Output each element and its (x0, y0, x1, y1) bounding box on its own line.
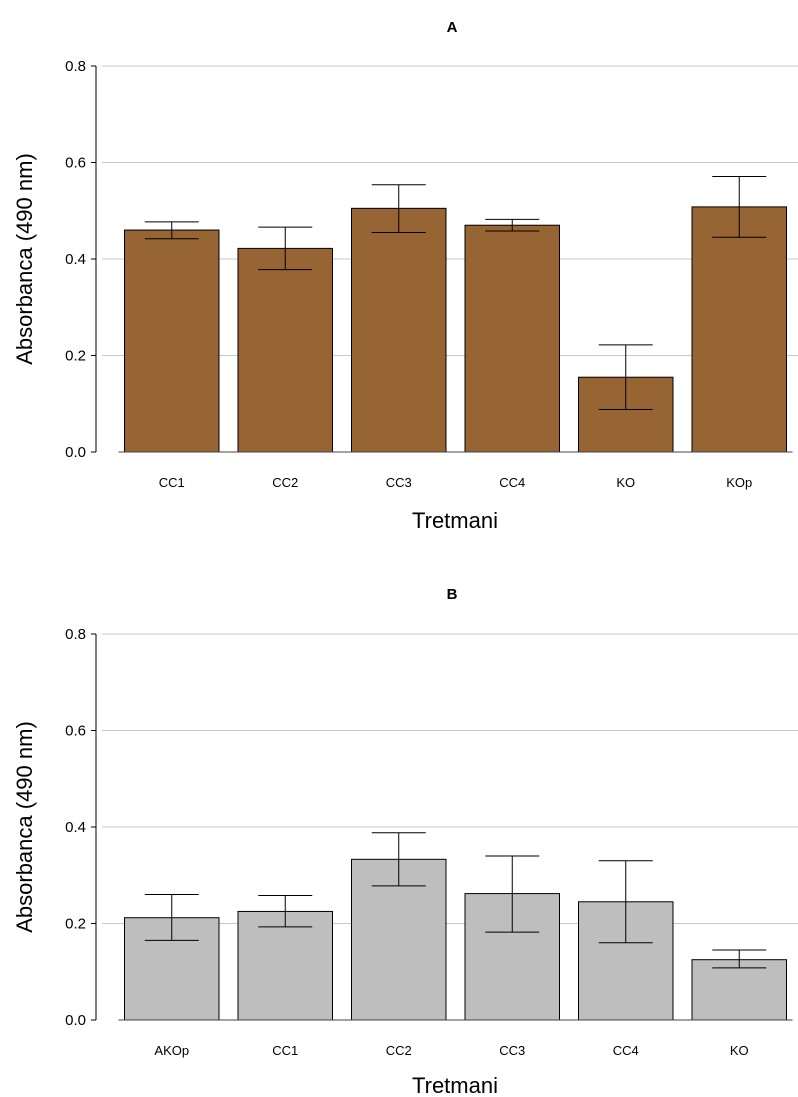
x-tick-label: CC3 (499, 1043, 525, 1058)
x-tick-label: CC1 (159, 475, 185, 490)
bar (691, 206, 787, 453)
y-tick-label: 0.6 (65, 723, 86, 740)
y-tick-label: 0.0 (65, 444, 86, 461)
x-tick-label: CC4 (613, 1043, 639, 1058)
y-tick-label: 0.4 (65, 251, 86, 268)
bar (124, 229, 220, 453)
y-tick-label: 0.8 (65, 626, 86, 643)
y-tick-label: 0.2 (65, 916, 86, 933)
x-tick-label: CC2 (272, 475, 298, 490)
x-tick-label: AKOp (154, 1043, 189, 1058)
y-tick-label: 0.4 (65, 819, 86, 836)
panel-title: A (447, 19, 458, 36)
y-tick-label: 0.2 (65, 348, 86, 365)
x-tick-label: CC2 (386, 1043, 412, 1058)
panel-a: 0.0 0.2 0.4 0.6 0.8 CC1 CC2 CC3 CC4 KO KOp A Tretman… (12, 19, 798, 533)
x-axis-title: Tretmani (412, 1073, 498, 1097)
y-tick-label: 0.0 (65, 1012, 86, 1029)
bar (237, 910, 333, 1021)
panel-title: B (447, 586, 458, 603)
y-axis-title: Absorbanca (490 nm) (12, 153, 37, 365)
x-tick-label: CC1 (272, 1043, 298, 1058)
y-axis-title: Absorbanca (490 nm) (12, 721, 37, 933)
bar (237, 247, 333, 453)
x-axis-title: Tretmani (412, 508, 498, 533)
bar (464, 224, 560, 453)
y-tick-label: 0.8 (65, 58, 86, 75)
bar (691, 959, 787, 1021)
x-tick-label: KOp (726, 475, 752, 490)
bar (351, 207, 447, 453)
y-tick-label: 0.6 (65, 155, 86, 172)
x-tick-label: CC4 (499, 475, 525, 490)
x-tick-label: KO (616, 475, 635, 490)
panel-b: 0.0 0.2 0.4 0.6 0.8 AKOp CC1 CC2 CC3 CC4 KO B Tretma… (12, 586, 798, 1097)
x-tick-label: KO (730, 1043, 749, 1058)
x-tick-label: CC3 (386, 475, 412, 490)
